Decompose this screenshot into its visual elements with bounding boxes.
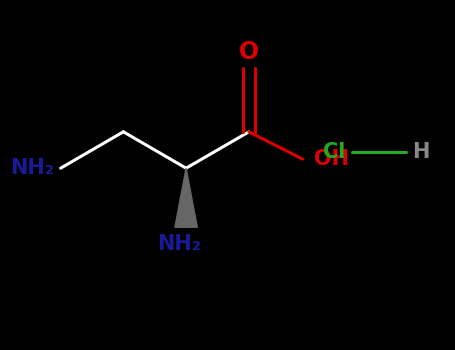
Text: NH₂: NH₂: [10, 158, 54, 178]
Text: H: H: [412, 142, 430, 162]
Polygon shape: [175, 168, 197, 227]
Text: NH₂: NH₂: [157, 234, 201, 254]
Text: OH: OH: [314, 149, 349, 169]
Text: O: O: [239, 40, 259, 64]
Text: Cl: Cl: [323, 142, 345, 162]
